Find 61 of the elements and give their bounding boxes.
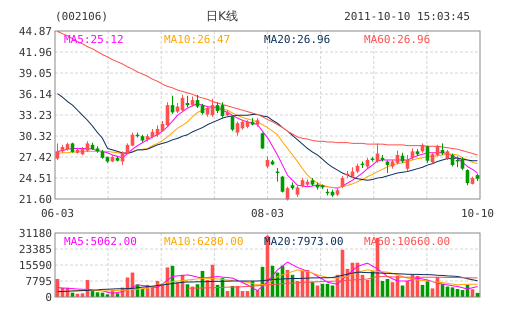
bar	[70, 292, 74, 297]
candlestick	[440, 142, 444, 156]
y-tick-label: 33.23	[18, 108, 52, 122]
y-tick-label: 21.60	[18, 192, 52, 206]
line-series	[57, 262, 478, 294]
x-tick-label: 06-03	[40, 207, 74, 220]
y-tick-label: 36.14	[18, 88, 52, 101]
candlestick	[190, 96, 194, 108]
y-tick-label: 24.51	[18, 172, 52, 185]
line-series	[57, 93, 478, 181]
candlestick	[356, 163, 360, 174]
y-tick-label: 7795	[26, 274, 52, 288]
candlestick	[266, 156, 270, 168]
candlestick	[56, 142, 60, 161]
candlestick	[410, 148, 414, 161]
candlestick	[466, 168, 470, 186]
x-tick-label: 10-10	[460, 207, 494, 220]
candlestick	[296, 186, 300, 198]
bar	[310, 282, 314, 297]
y-tick-label: 0	[45, 290, 52, 304]
candlestick	[260, 132, 264, 150]
y-tick-label: 44.87	[18, 24, 52, 38]
chart-title: (002106)	[55, 10, 108, 23]
y-tick-label: 41.96	[18, 46, 52, 59]
chart-subtitle: 日K线	[206, 9, 238, 23]
candlestick	[386, 160, 390, 174]
candlestick	[276, 167, 280, 182]
bar	[256, 290, 260, 297]
candlestick	[186, 95, 190, 108]
y-tick-label: 27.42	[18, 150, 52, 164]
bar	[476, 292, 480, 297]
y-tick-label: 31180	[18, 226, 52, 240]
bar	[186, 284, 190, 297]
y-tick-label: 30.32	[18, 130, 52, 143]
text: MA60:26.96	[364, 33, 430, 46]
bar	[290, 274, 294, 297]
candlestick	[406, 154, 410, 172]
candlestick	[230, 114, 234, 132]
bar	[316, 286, 320, 297]
text: MA20:26.96	[264, 33, 330, 46]
bar	[470, 289, 474, 297]
text: MA10:26.47	[164, 33, 230, 46]
text: MA5:5062.00	[64, 235, 137, 248]
text: 2011-10-10 15:03:45	[344, 10, 470, 23]
bar	[116, 293, 120, 297]
bar	[230, 286, 234, 297]
candlestick	[400, 152, 404, 164]
x-tick-label: 08-03	[250, 207, 284, 220]
y-tick-label: 15590	[18, 258, 52, 272]
candlestick	[170, 95, 174, 114]
bar	[226, 291, 230, 297]
candlestick	[340, 175, 344, 189]
bar	[400, 286, 404, 297]
bar	[370, 272, 374, 297]
candlestick	[366, 157, 370, 168]
candlestick	[280, 175, 284, 193]
candlestick	[426, 145, 430, 164]
y-tick-label: 39.05	[18, 66, 52, 80]
y-tick-label: 23385	[18, 242, 52, 256]
text: MA10:6280.00	[164, 235, 244, 248]
candlestick	[70, 142, 74, 154]
